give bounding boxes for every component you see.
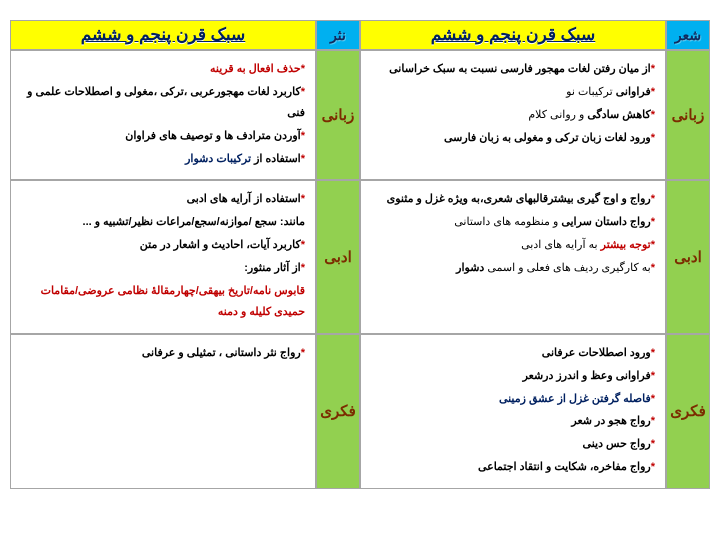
content-linguistic-poetry: *از میان رفتن لغات مهجور فارسی نسبت به س…: [360, 50, 666, 180]
row-label-intellectual-poetry: فکری: [666, 334, 710, 489]
comparison-table: شعر سبک قرن پنجم و ششم نثر سبک قرن پنجم …: [10, 20, 710, 489]
content-intellectual-prose: *رواج نثر داستانی ، تمثیلی و عرفانی: [10, 334, 316, 489]
content-literary-prose: *استفاده از آرایه های ادبی مانند: سجع /م…: [10, 180, 316, 333]
content-literary-poetry: *رواج و اوج گیری بیشترقالبهای شعری،به وی…: [360, 180, 666, 333]
row-label-linguistic-prose: زبانی: [316, 50, 360, 180]
row-label-literary-prose: ادبی: [316, 180, 360, 333]
content-linguistic-prose: *حذف افعال به قرینه *کاربرد لغات مهجورعر…: [10, 50, 316, 180]
row-label-intellectual-prose: فکری: [316, 334, 360, 489]
header-prose-title: سبک قرن پنجم و ششم: [10, 20, 316, 50]
content-intellectual-poetry: *ورود اصطلاحات عرفانی *فراوانی وعظ و اند…: [360, 334, 666, 489]
row-label-literary-poetry: ادبی: [666, 180, 710, 333]
header-poetry-label: شعر: [666, 20, 710, 50]
row-label-linguistic-poetry: زبانی: [666, 50, 710, 180]
header-prose-label: نثر: [316, 20, 360, 50]
header-poetry-title: سبک قرن پنجم و ششم: [360, 20, 666, 50]
